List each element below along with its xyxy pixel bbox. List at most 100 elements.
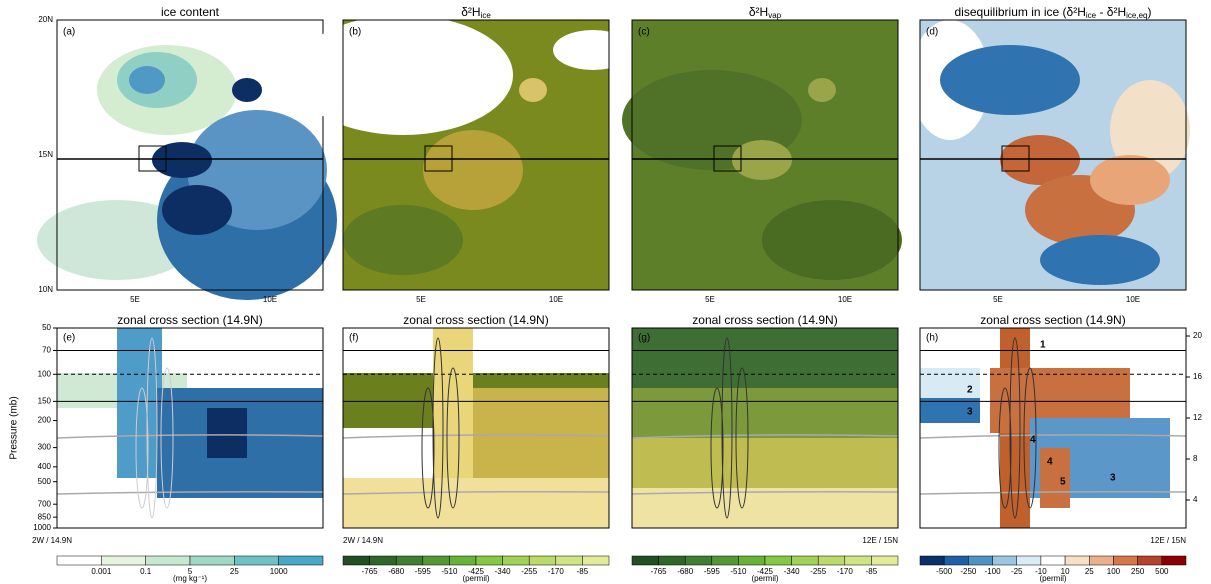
cloud-contour bbox=[1009, 337, 1021, 519]
contour-fill bbox=[1040, 448, 1070, 508]
height-tick-label: 16 bbox=[1193, 372, 1202, 381]
pressure-tick-label: 500 bbox=[38, 477, 52, 486]
cloud-contour bbox=[735, 367, 749, 509]
colorbar-label: 0.1 bbox=[140, 567, 152, 576]
cloud-contour bbox=[160, 367, 174, 509]
section-title: zonal cross section (14.9N) bbox=[117, 313, 262, 327]
colorbar-label: -85 bbox=[577, 567, 589, 576]
height-tick-label: 4 bbox=[1193, 495, 1198, 504]
title-part: ice,eq bbox=[1126, 11, 1147, 20]
region-number: 5 bbox=[1060, 477, 1066, 488]
contour-fill bbox=[808, 78, 836, 102]
cloud-contour bbox=[146, 337, 158, 519]
lon-label: 10E bbox=[263, 295, 277, 304]
lon-label: 10E bbox=[549, 295, 563, 304]
contour-fill bbox=[1090, 155, 1170, 205]
cloud-contour bbox=[1023, 367, 1037, 509]
colorbar-label: -765 bbox=[362, 567, 379, 576]
colorbar-segment bbox=[992, 555, 1017, 566]
region-number: 4 bbox=[1047, 457, 1053, 468]
colorbar-label: -340 bbox=[784, 567, 801, 576]
section-start: 2W / 14.9N bbox=[32, 536, 72, 545]
contour-fill bbox=[423, 130, 523, 210]
contour-fill bbox=[632, 328, 898, 388]
contour-fill bbox=[162, 185, 232, 235]
isotherm bbox=[56, 434, 324, 439]
isotherm bbox=[631, 491, 899, 495]
colorbar-segment bbox=[1040, 555, 1066, 566]
contour-fill bbox=[519, 78, 547, 102]
cloud-contour bbox=[721, 337, 733, 519]
pressure-tick-label: 1000 bbox=[33, 523, 51, 532]
isotherm bbox=[919, 434, 1187, 439]
domain-box bbox=[424, 145, 453, 172]
colorbar-segment bbox=[342, 555, 370, 566]
map-frame bbox=[342, 19, 610, 291]
domain-box bbox=[713, 145, 742, 172]
height-tick-label: 8 bbox=[1193, 454, 1198, 463]
colorbar-label: -85 bbox=[866, 567, 878, 576]
colorbar-segment bbox=[658, 555, 686, 566]
colorbar-segment bbox=[395, 555, 424, 566]
colorbar-label: 250 bbox=[1131, 567, 1145, 576]
section-frame bbox=[342, 327, 610, 529]
panel-title: δ²Hvap bbox=[749, 5, 782, 20]
lon-label: 5E bbox=[130, 295, 140, 304]
height-tick-label: 12 bbox=[1193, 413, 1202, 422]
colorbar-unit: (permil) bbox=[462, 574, 489, 583]
colorbar-label: 25 bbox=[230, 567, 239, 576]
colorbar-segment bbox=[528, 555, 557, 566]
title-part: δ²H bbox=[749, 5, 768, 19]
contour-fill bbox=[152, 142, 212, 178]
colorbar-label: -765 bbox=[651, 567, 668, 576]
colorbar-label: 100 bbox=[1107, 567, 1121, 576]
panel-label: (a) bbox=[63, 27, 75, 38]
lat-label: 20N bbox=[38, 15, 53, 24]
lon-label: 5E bbox=[416, 295, 426, 304]
colorbar-segment bbox=[1161, 555, 1187, 566]
contour-fill bbox=[762, 200, 902, 280]
colorbar-label: -595 bbox=[704, 567, 721, 576]
colorbar-segment bbox=[189, 555, 235, 566]
contour-fill bbox=[553, 30, 633, 70]
pressure-tick-label: 700 bbox=[38, 499, 52, 508]
pressure-tick-label: 100 bbox=[38, 369, 52, 378]
colorbar-segment bbox=[449, 555, 477, 566]
section-end: 12E / 15N bbox=[862, 536, 898, 545]
isotherm bbox=[342, 434, 610, 439]
colorbar-label: -425 bbox=[468, 567, 485, 576]
colorbar-segment bbox=[919, 555, 945, 566]
colorbar-label: -510 bbox=[441, 567, 458, 576]
colorbar-unit: (permil) bbox=[1039, 574, 1066, 583]
title-part: ice content bbox=[161, 5, 220, 19]
colorbar-segment bbox=[145, 555, 191, 566]
colorbar-segment bbox=[1016, 555, 1042, 566]
cloud-contour bbox=[710, 387, 724, 509]
contour-fill bbox=[129, 66, 165, 94]
colorbar-label: -255 bbox=[521, 567, 538, 576]
contour-fill bbox=[343, 205, 463, 275]
section-title: zonal cross section (14.9N) bbox=[692, 313, 837, 327]
colorbar-label: -10 bbox=[1035, 567, 1047, 576]
map-frame bbox=[919, 19, 1187, 291]
title-part: ice bbox=[481, 11, 492, 20]
title-part: ) bbox=[1148, 5, 1152, 19]
isotherm bbox=[342, 491, 610, 495]
colorbar-segment bbox=[764, 555, 792, 566]
panel-title: disequilibrium in ice (δ²Hice - δ²Hice,e… bbox=[955, 5, 1152, 20]
cloud-contour bbox=[421, 387, 435, 509]
colorbar-label: -340 bbox=[495, 567, 512, 576]
colorbar-segment bbox=[422, 555, 450, 566]
contour-fill bbox=[207, 408, 247, 458]
contour-fill bbox=[1000, 135, 1080, 185]
pressure-tick-label: 50 bbox=[42, 323, 51, 332]
section-frame bbox=[919, 327, 1187, 529]
cloud-contour bbox=[446, 367, 460, 509]
colorbar-segment bbox=[234, 555, 279, 566]
colorbar-segment bbox=[278, 555, 324, 566]
cloud-contour bbox=[432, 337, 444, 519]
colorbar-label: 500 bbox=[1155, 567, 1169, 576]
axis-title: Pressure (mb) bbox=[9, 396, 20, 459]
region-number: 2 bbox=[967, 385, 973, 396]
colorbar-segment bbox=[791, 555, 819, 566]
